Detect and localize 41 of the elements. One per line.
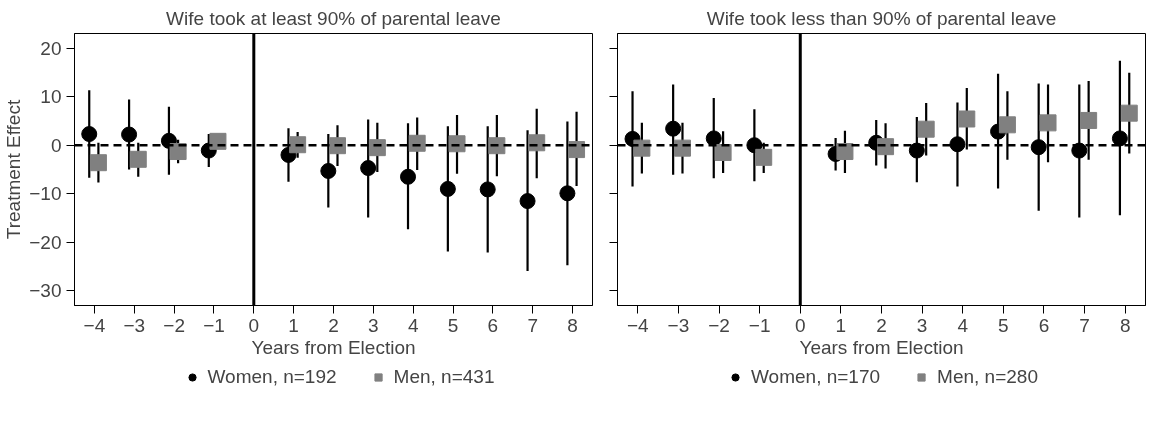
chart-title: Wife took less than 90% of parental leave [706, 7, 1057, 29]
x-tick-label: −3 [667, 314, 690, 336]
legend-label: Men, n=431 [393, 366, 495, 388]
x-tick-label: 7 [1079, 314, 1090, 336]
x-tick-label: 8 [1119, 314, 1131, 336]
x-tick-label: −2 [163, 314, 185, 336]
x-tick-label: 1 [835, 314, 847, 336]
chart-title: Wife took at least 90% of parental leave [166, 7, 501, 29]
x-tick-label: 4 [957, 314, 969, 336]
x-tick-label: 8 [567, 314, 578, 336]
y-tick-label: 10 [40, 86, 62, 108]
x-tick-label: −4 [83, 314, 106, 336]
x-tick-label: 0 [248, 314, 260, 336]
x-tick-label: 1 [288, 314, 299, 336]
legend-label: Women, n=170 [751, 366, 881, 388]
x-tick-label: −3 [123, 314, 146, 336]
x-tick-label: 4 [407, 314, 419, 336]
x-tick-label: 0 [794, 314, 806, 336]
x-tick-label: 5 [998, 314, 1009, 336]
legend-label: Women, n=192 [207, 366, 337, 388]
y-axis-title: Treatment Effect [3, 99, 25, 240]
x-tick-label: 2 [328, 314, 339, 336]
x-axis-title: Years from Election [799, 336, 964, 358]
x-tick-label: 6 [1038, 314, 1050, 336]
y-tick-label: −10 [29, 183, 62, 205]
x-tick-label: −4 [626, 314, 650, 336]
legend-label: Men, n=280 [937, 366, 1038, 388]
x-tick-label: 5 [447, 314, 459, 336]
y-tick-label: −30 [29, 280, 62, 302]
x-tick-label: −1 [748, 314, 771, 336]
x-tick-label: 6 [487, 314, 499, 336]
y-tick-label: 20 [40, 37, 62, 59]
x-tick-label: −2 [708, 314, 730, 336]
y-tick-label: 0 [50, 134, 62, 156]
y-tick-label: −20 [29, 231, 62, 253]
x-tick-label: −1 [203, 314, 225, 336]
x-tick-label: 7 [527, 314, 539, 336]
x-tick-label: 2 [876, 314, 887, 336]
x-axis-title: Years from Election [251, 336, 416, 358]
x-tick-label: 3 [916, 314, 928, 336]
x-tick-label: 3 [368, 314, 379, 336]
